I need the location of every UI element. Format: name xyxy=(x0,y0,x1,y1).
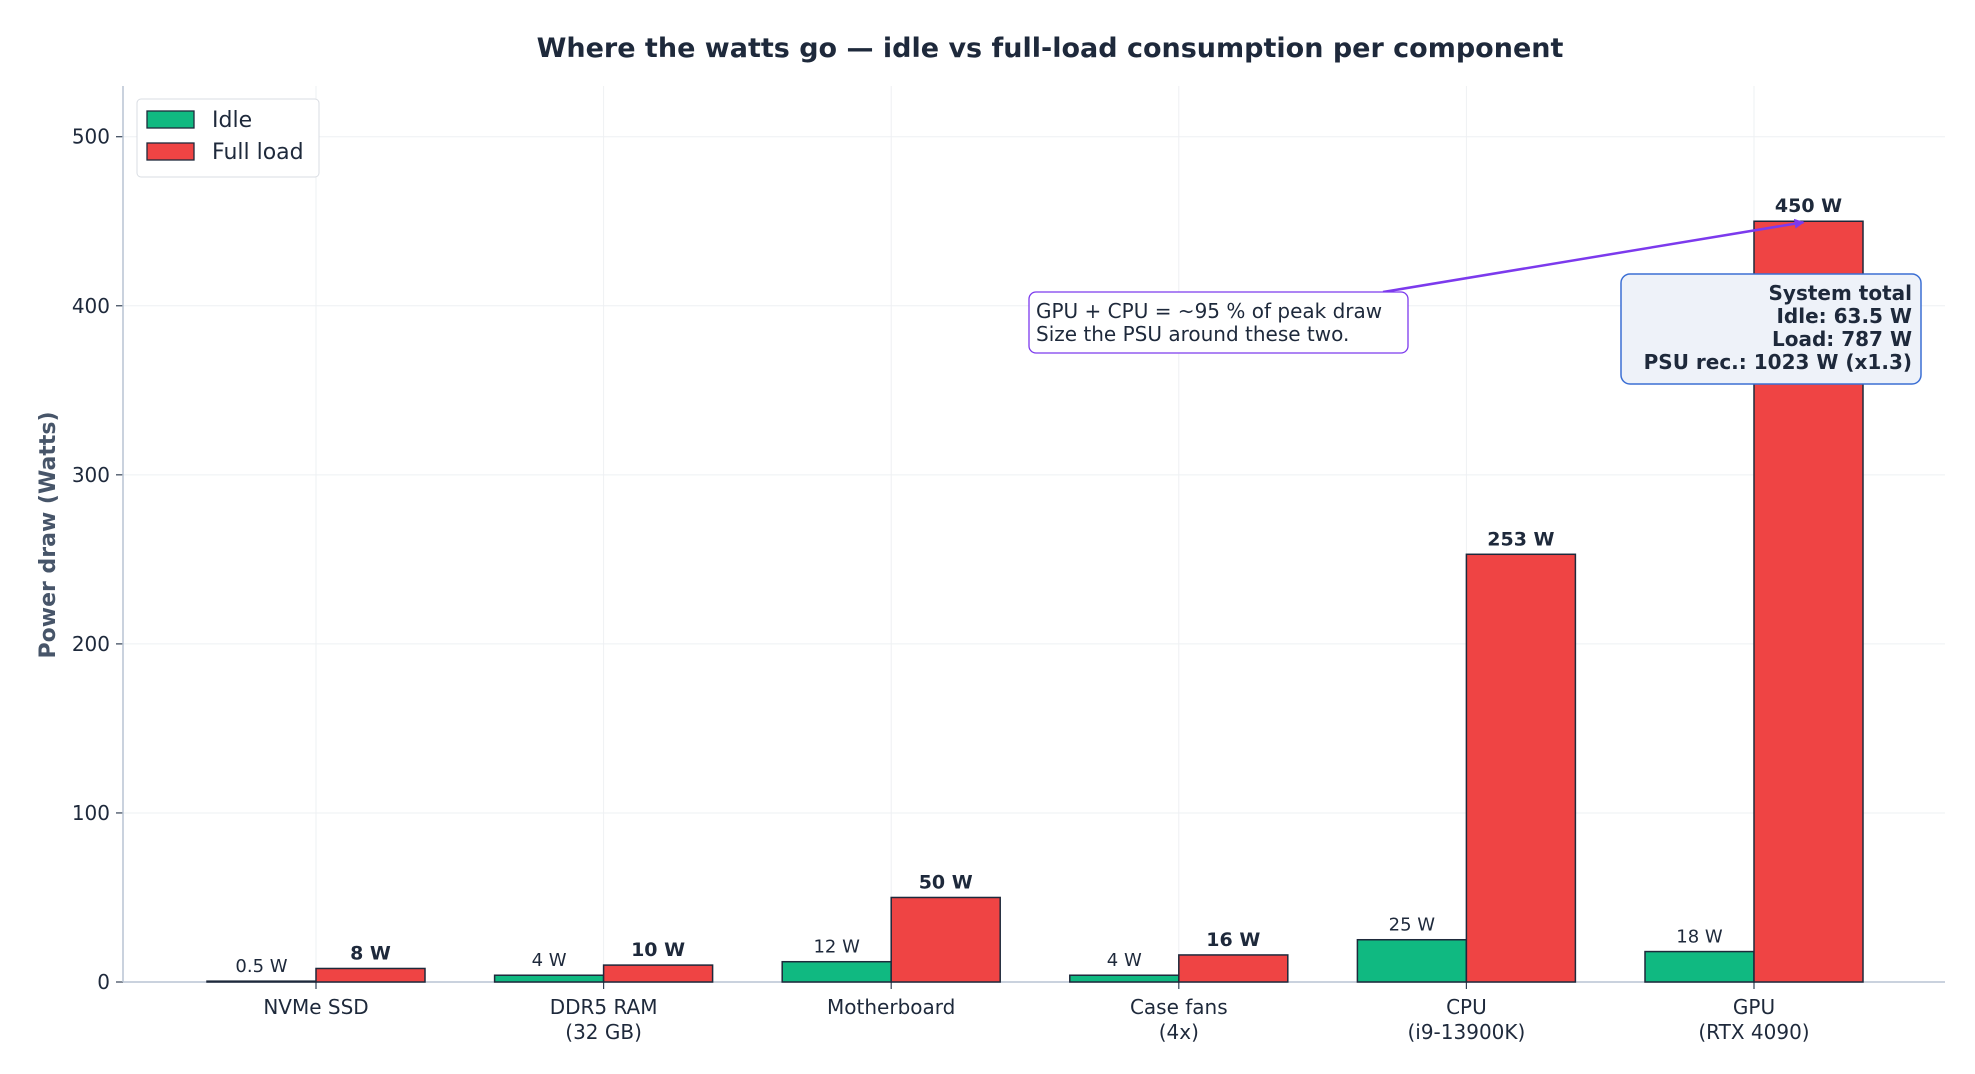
data-label-full-load: 450 W xyxy=(1775,195,1842,217)
annotation-text: Size the PSU around these two. xyxy=(1036,322,1349,346)
chart-title: Where the watts go — idle vs full-load c… xyxy=(537,33,1564,64)
summary-line: Idle: 63.5 W xyxy=(1776,304,1912,328)
y-tick-label: 200 xyxy=(72,632,110,656)
axes: 0 100 200 300 400 500 NVMe SSD DDR5 RAM(32 GB) M… xyxy=(72,86,1945,1044)
data-label-idle: 0.5 W xyxy=(235,956,287,977)
data-label-full-load: 8 W xyxy=(350,942,391,964)
x-tick-label: (RTX 4090) xyxy=(1698,1020,1809,1044)
x-tick-label: GPU xyxy=(1733,995,1775,1019)
y-tick-label: 100 xyxy=(72,801,110,825)
data-label-full-load: 50 W xyxy=(919,871,973,893)
y-axis-label: Power draw (Watts) xyxy=(36,412,61,659)
annotation-text: GPU + CPU = ~95 % of peak draw xyxy=(1036,299,1382,323)
grid xyxy=(123,86,1945,982)
data-label-idle: 4 W xyxy=(1107,950,1142,971)
bar-idle xyxy=(206,980,317,983)
x-tick-label: (32 GB) xyxy=(565,1020,642,1044)
data-label-full-load: 10 W xyxy=(631,939,685,961)
bar-idle xyxy=(1644,950,1755,983)
data-label-full-load: 16 W xyxy=(1206,929,1260,951)
x-tick-label: Case fans xyxy=(1130,995,1228,1019)
y-tick-label: 300 xyxy=(72,463,110,487)
bar-idle xyxy=(1069,974,1180,983)
legend: Idle Full load xyxy=(136,98,320,178)
summary-line: PSU rec.: 1023 W (x1.3) xyxy=(1644,350,1912,374)
legend-swatch-full-load xyxy=(146,142,195,161)
y-tick-label: 500 xyxy=(72,125,110,149)
y-tick-label: 0 xyxy=(97,970,110,994)
annotation-box xyxy=(1028,291,1409,354)
summary-box xyxy=(1620,273,1922,385)
bar-full-load xyxy=(1465,553,1577,983)
bar-idle xyxy=(781,960,892,983)
bar-full-load xyxy=(1178,954,1289,983)
x-tick-label: NVMe SSD xyxy=(263,995,368,1019)
legend-label-full-load: Full load xyxy=(212,140,304,165)
bar-idle xyxy=(493,974,605,983)
data-label-full-load: 253 W xyxy=(1487,528,1554,550)
x-tick-label: CPU xyxy=(1446,995,1487,1019)
y-tick-label: 400 xyxy=(72,294,110,318)
bar-full-load xyxy=(890,896,1001,983)
summary-line: System total xyxy=(1769,281,1913,305)
x-tick-label: (4x) xyxy=(1159,1020,1199,1044)
data-label-idle: 4 W xyxy=(532,950,567,971)
legend-label-idle: Idle xyxy=(212,108,252,133)
bar-idle xyxy=(1356,938,1468,983)
data-labels: 0.5 W 4 W 12 W 4 W 25 W 18 W 8 W 10 W 50 W 16 W 25… xyxy=(235,195,1842,977)
data-label-idle: 12 W xyxy=(813,937,860,958)
x-tick-label: DDR5 RAM xyxy=(550,995,658,1019)
x-tick-label: Motherboard xyxy=(827,995,955,1019)
data-label-idle: 18 W xyxy=(1676,927,1723,948)
legend-swatch-idle xyxy=(146,110,195,129)
x-tick-label: (i9-13900K) xyxy=(1407,1020,1525,1044)
bar-full-load xyxy=(315,967,426,983)
summary-line: Load: 787 W xyxy=(1772,327,1912,351)
annotation-arrow xyxy=(1382,218,1805,294)
bar-full-load xyxy=(602,964,714,983)
data-label-idle: 25 W xyxy=(1389,915,1436,936)
